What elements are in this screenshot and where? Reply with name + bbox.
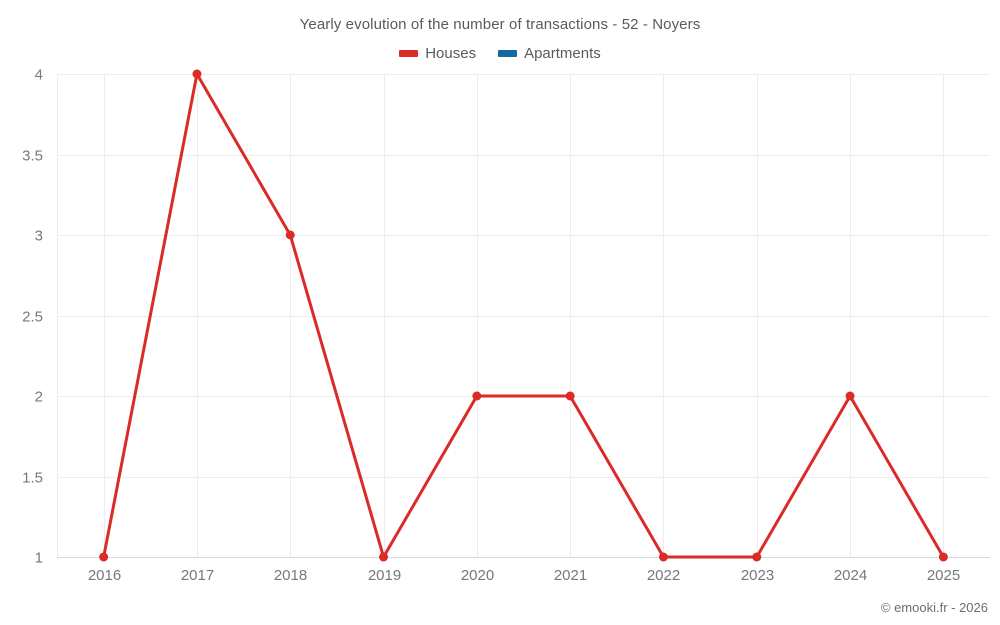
- y-tick-label: 1.5: [22, 470, 43, 487]
- x-tick-label: 2016: [88, 567, 121, 584]
- legend-swatch-apartments: [498, 50, 518, 57]
- y-tick-label: 1: [35, 550, 43, 567]
- x-tick-label: 2025: [927, 567, 960, 584]
- x-tick-label: 2019: [368, 567, 401, 584]
- series-line-houses: [102, 72, 945, 559]
- x-tick-label: 2024: [834, 567, 867, 584]
- data-point-houses[interactable]: [285, 230, 295, 240]
- legend-item-apartments[interactable]: Apartments: [498, 45, 601, 62]
- legend-label-houses: Houses: [425, 45, 477, 62]
- data-series-layer: [99, 69, 948, 562]
- gridlines: [57, 74, 990, 558]
- x-tick-label: 2023: [741, 567, 774, 584]
- legend-swatch-houses: [399, 50, 419, 57]
- x-tick-label: 2022: [647, 567, 680, 584]
- data-point-houses[interactable]: [752, 552, 762, 562]
- data-point-houses[interactable]: [99, 552, 109, 562]
- legend-item-houses[interactable]: Houses: [399, 45, 476, 62]
- x-tick-label: 2020: [461, 567, 494, 584]
- y-tick-label: 2: [35, 389, 43, 406]
- y-axis-tick-labels: 1 1.5 2 2.5 3 3.5 4: [22, 67, 43, 567]
- chart-credit: © emooki.fr - 2026: [880, 600, 988, 615]
- y-tick-label: 2.5: [22, 309, 43, 326]
- y-tick-label: 3.5: [22, 148, 43, 165]
- data-point-houses[interactable]: [565, 391, 575, 401]
- x-axis-tick-labels: 2016 2017 2018 2019 2020 2021 2022 2023 2024 2025: [88, 567, 960, 584]
- data-point-houses[interactable]: [379, 552, 389, 562]
- legend-label-apartments: Apartments: [524, 45, 601, 62]
- x-tick-label: 2018: [274, 567, 307, 584]
- data-point-houses[interactable]: [472, 391, 482, 401]
- chart-title: Yearly evolution of the number of transa…: [299, 16, 701, 33]
- data-point-houses[interactable]: [845, 391, 855, 401]
- chart-legend: Houses Apartments: [0, 45, 1000, 62]
- y-tick-label: 3: [35, 228, 43, 245]
- data-point-houses[interactable]: [938, 552, 948, 562]
- x-tick-label: 2017: [181, 567, 214, 584]
- y-tick-label: 4: [35, 67, 43, 84]
- data-point-houses[interactable]: [658, 552, 668, 562]
- data-point-houses[interactable]: [192, 69, 202, 79]
- x-tick-label: 2021: [554, 567, 587, 584]
